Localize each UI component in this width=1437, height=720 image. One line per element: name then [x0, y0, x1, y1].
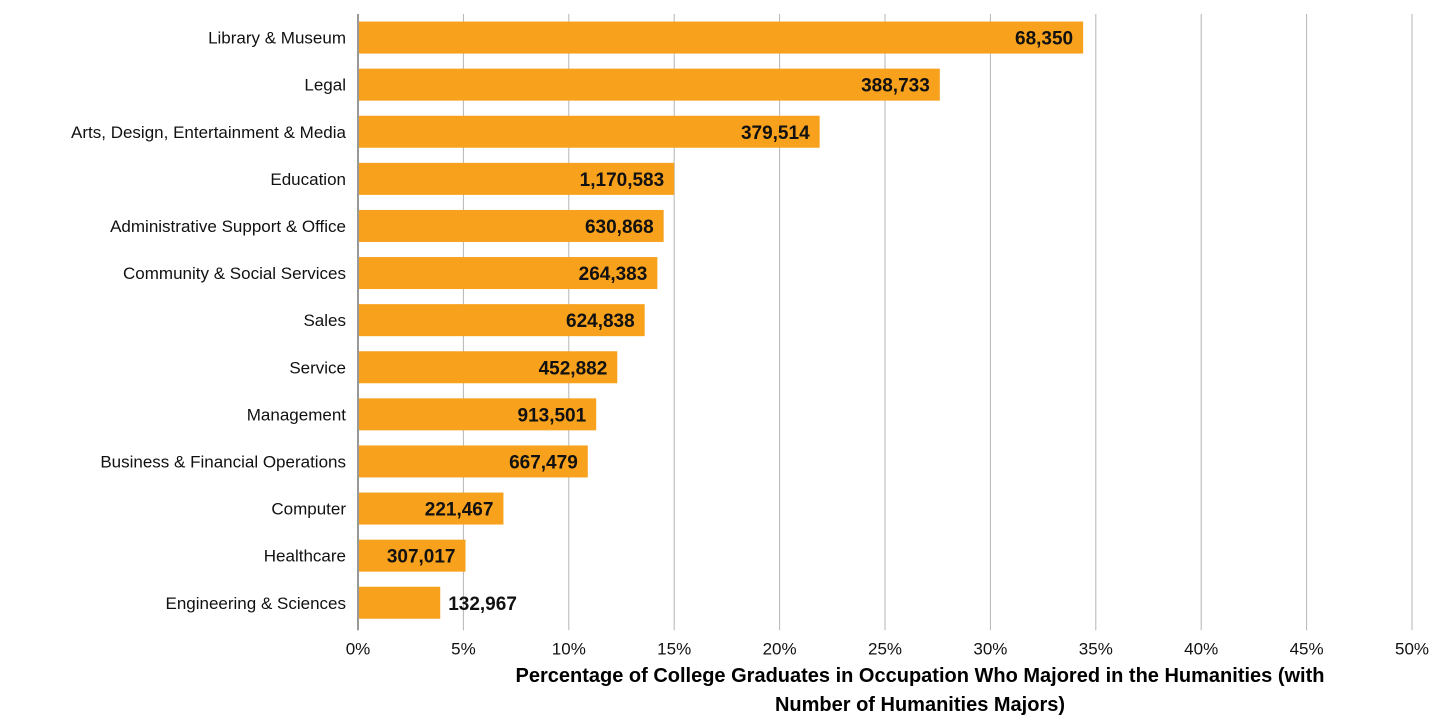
x-tick-label: 50%: [1395, 639, 1429, 658]
bar-value-label: 452,882: [539, 358, 608, 379]
category-label: Education: [270, 170, 346, 189]
bar: [359, 351, 618, 384]
bar-value-label: 913,501: [518, 405, 587, 426]
value-labels: 68,350 388,733 379,514 1,170,583 630,868 264,…: [387, 29, 1073, 615]
bar-value-label: 264,383: [579, 264, 648, 285]
x-axis-title: Percentage of College Graduates in Occup…: [515, 665, 1325, 716]
bar-value-label: 667,479: [509, 452, 578, 473]
bar-value-label: 307,017: [387, 547, 456, 568]
x-tick-label: 35%: [1079, 639, 1113, 658]
bar-value-label: 221,467: [425, 500, 494, 521]
bar: [359, 445, 588, 478]
bar: [359, 257, 658, 290]
category-label: Computer: [271, 500, 346, 519]
x-tick-label: 10%: [552, 639, 586, 658]
x-tick-label: 0%: [346, 639, 371, 658]
category-label: Legal: [304, 76, 346, 95]
bar-value-label: 379,514: [741, 123, 810, 144]
bar-chart: Library & Museum Legal Arts, Design, Enter…: [71, 14, 1429, 658]
x-tick-label: 30%: [973, 639, 1007, 658]
bar: [359, 398, 597, 431]
bar-value-label: 68,350: [1015, 29, 1073, 50]
bar-value-label: 388,733: [861, 76, 930, 97]
bar-value-label: 630,868: [585, 217, 654, 238]
category-label: Service: [289, 358, 346, 377]
bar: [359, 539, 466, 572]
category-labels: Library & Museum Legal Arts, Design, Enter…: [71, 29, 347, 613]
bar: [359, 209, 664, 242]
x-tick-label: 15%: [657, 639, 691, 658]
bar: [359, 68, 940, 101]
category-label: Arts, Design, Entertainment & Media: [71, 123, 347, 142]
x-tick-label: 45%: [1290, 639, 1324, 658]
x-tick-label: 20%: [763, 639, 797, 658]
x-tick-label: 5%: [451, 639, 476, 658]
bar-value-label: 1,170,583: [580, 170, 665, 191]
category-label: Community & Social Services: [123, 264, 346, 283]
bar: [359, 115, 820, 148]
x-tick-label: 25%: [868, 639, 902, 658]
category-label: Healthcare: [264, 547, 346, 566]
category-label: Sales: [303, 311, 346, 330]
x-tick-labels: 0% 5% 10% 15% 20% 25% 30% 35% 40% 45% 50%: [346, 639, 1429, 658]
bar-value-label: 132,967: [448, 594, 517, 615]
bar: [359, 304, 645, 337]
category-label: Engineering & Sciences: [165, 594, 346, 613]
bar: [359, 586, 441, 619]
bar-value-label: 624,838: [566, 311, 635, 332]
category-label: Library & Museum: [208, 29, 346, 48]
category-label: Business & Financial Operations: [100, 452, 346, 471]
bars: [359, 21, 1084, 619]
category-label: Management: [247, 405, 347, 424]
category-label: Administrative Support & Office: [110, 217, 346, 236]
bar: [359, 492, 504, 525]
x-tick-label: 40%: [1184, 639, 1218, 658]
bar: [359, 162, 675, 195]
bar: [359, 21, 1084, 54]
